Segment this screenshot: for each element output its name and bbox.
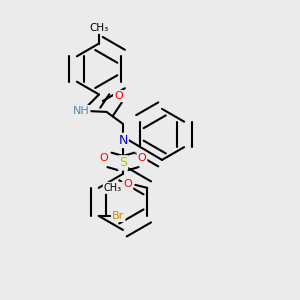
Text: CH₃: CH₃ — [104, 183, 122, 193]
Text: N: N — [118, 134, 128, 147]
Text: O: O — [123, 179, 132, 189]
Text: O: O — [137, 153, 146, 164]
Text: CH₃: CH₃ — [89, 23, 109, 33]
Text: S: S — [119, 156, 127, 170]
Text: O: O — [100, 153, 109, 164]
Text: Br: Br — [112, 211, 124, 221]
Text: NH: NH — [73, 106, 89, 116]
Text: O: O — [114, 91, 123, 101]
